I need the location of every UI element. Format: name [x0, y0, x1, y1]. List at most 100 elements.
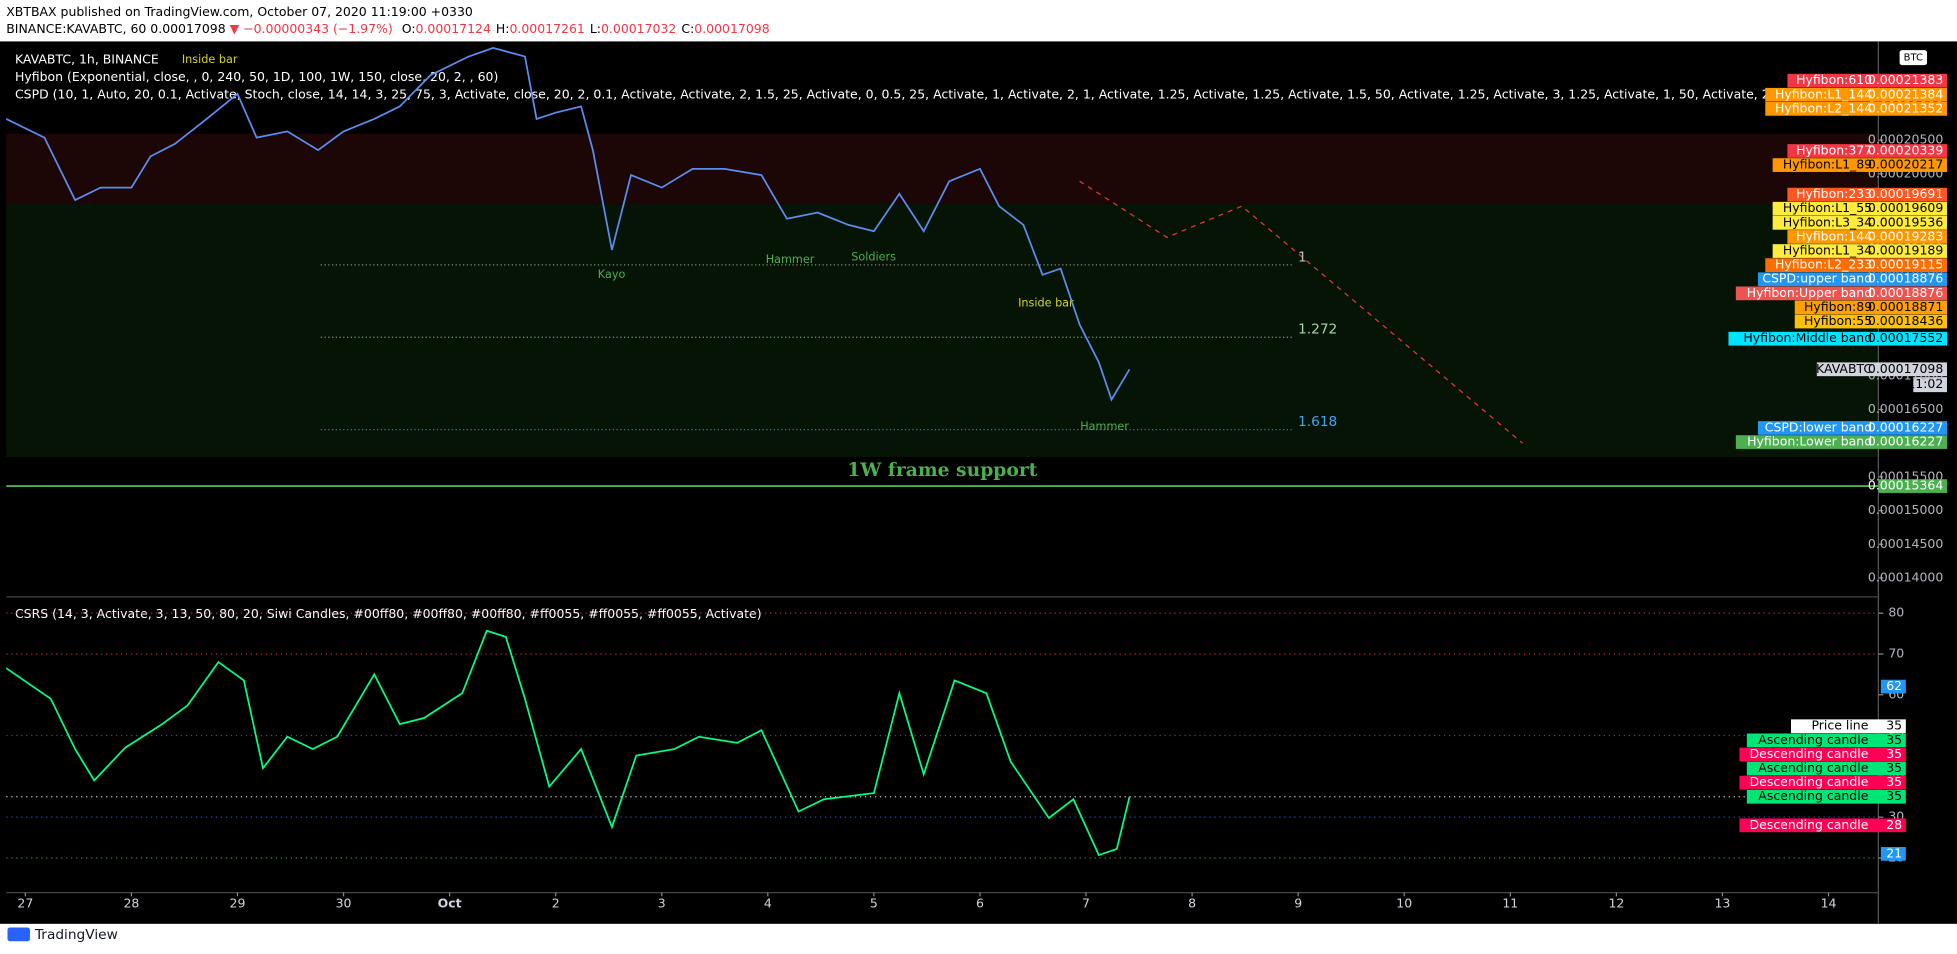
price-tag-name: Hyfibon:233 — [1796, 186, 1872, 201]
price-tag-name: Hyfibon:L2_144 — [1775, 100, 1872, 115]
price-tag-value: 0.00016227 — [1868, 419, 1943, 434]
value-tag — [1746, 733, 1906, 748]
value-tag — [1880, 846, 1906, 861]
zone-green — [6, 203, 1879, 458]
x-tick-label: 6 — [976, 895, 984, 910]
price-tag — [1772, 158, 1948, 172]
support-value: 0.00015364 — [1868, 478, 1943, 493]
value-tag — [1739, 775, 1906, 790]
price-tag-name: Hyfibon:55 — [1804, 313, 1872, 328]
x-tick-label: 10 — [1396, 895, 1412, 910]
x-tick-label: 14 — [1821, 895, 1837, 910]
price-tag — [1735, 435, 1948, 449]
value-tag — [1880, 679, 1906, 694]
price-tag-name: Hyfibon:L1_34 — [1783, 243, 1872, 258]
x-tick-label: Oct — [438, 895, 462, 910]
value-tag-name: Descending candle — [1750, 746, 1869, 761]
price-tag-name: Hyfibon:89 — [1804, 299, 1872, 314]
value-tag-value: 21 — [1886, 845, 1902, 860]
value-tag-name: Descending candle — [1750, 774, 1869, 789]
price-tag-value: 0.00017552 — [1868, 330, 1943, 345]
fib-label: 1.272 — [1298, 322, 1337, 338]
ohlc-value: 0.00017098 — [694, 20, 769, 35]
value-tag — [1746, 761, 1906, 776]
price-tag-name: Hyfibon:L3_34 — [1783, 214, 1872, 229]
x-tick-label: 29 — [230, 895, 246, 910]
price-tag — [1765, 87, 1948, 102]
price-tag-value: 0.00019283 — [1868, 228, 1943, 243]
pattern-label: Inside bar — [182, 53, 238, 66]
x-tick-label: 30 — [336, 895, 352, 910]
x-tick-label: 5 — [870, 895, 878, 910]
zone-red — [6, 133, 1879, 204]
pattern-label: Kayo — [598, 268, 626, 281]
value-tag — [1739, 747, 1906, 762]
value-tag — [1746, 789, 1906, 804]
y-tick-label: 0.00016500 — [1868, 401, 1943, 416]
symbol: BINANCE:KAVABTC, 60 — [6, 20, 146, 35]
price-tag-value: 0.00017098 — [1868, 361, 1943, 376]
price-tag — [1772, 201, 1948, 216]
y-tick-label: 70 — [1888, 645, 1904, 660]
published-line: XBTBAX published on TradingView.com, Oct… — [6, 4, 473, 19]
price-tag — [1757, 272, 1948, 287]
price-tag — [1765, 258, 1948, 273]
fib-label: 1 — [1298, 249, 1307, 265]
price-tag-value: 0.00020339 — [1868, 142, 1943, 157]
value-tag-value: 28 — [1886, 817, 1902, 832]
x-tick-label: 28 — [123, 895, 139, 910]
price-tag-value: 0.00019609 — [1868, 200, 1943, 215]
pattern-label: Soldiers — [851, 250, 896, 263]
price-tag-value: 0.00018871 — [1868, 299, 1943, 314]
value-tag-value: 35 — [1886, 732, 1902, 747]
x-tick-label: 27 — [17, 895, 33, 910]
legend-main: KAVABTC, 1h, BINANCE — [15, 52, 159, 67]
x-tick-label: 12 — [1608, 895, 1624, 910]
price-tag-value: 0.00016227 — [1868, 434, 1943, 449]
fib-label: 1.618 — [1298, 414, 1337, 430]
legend-cspd: CSPD (10, 1, Auto, 20, 0.1, Activate, St… — [15, 87, 1798, 102]
price-tag-value: 0.00021384 — [1868, 86, 1943, 101]
ohlc-value: 0.00017032 — [601, 20, 676, 35]
price-tag — [1787, 144, 1948, 158]
value-tag-name: Descending candle — [1750, 817, 1869, 832]
x-tick-label: 3 — [658, 895, 666, 910]
x-tick-label: 2 — [552, 895, 560, 910]
value-tag-value: 35 — [1886, 718, 1902, 733]
x-tick-label: 8 — [1188, 895, 1196, 910]
price-tag-value: 0.00020217 — [1868, 157, 1943, 172]
price-tag — [1735, 286, 1948, 301]
pattern-label: Hammer — [1080, 420, 1129, 433]
x-tick-label: 7 — [1082, 895, 1090, 910]
y-tick-label: 0.00014500 — [1868, 536, 1943, 551]
price-tag — [1787, 230, 1948, 244]
x-tick-label: 11 — [1502, 895, 1518, 910]
ohlc-key: O: — [402, 20, 416, 35]
price-tag-name: Hyfibon:Middle band — [1743, 330, 1872, 345]
ohlc-value: 0.00017124 — [416, 20, 491, 35]
ohlc-key: L: — [590, 20, 601, 35]
currency: BTC — [1904, 53, 1923, 64]
series-line — [5, 629, 1131, 857]
ohlc-value: 0.00017261 — [509, 20, 584, 35]
value-tag-value: 35 — [1886, 746, 1902, 761]
price-tag-name: Hyfibon:610 — [1796, 72, 1872, 87]
series-line — [5, 46, 1131, 402]
countdown: 11:02 — [1907, 376, 1943, 391]
price-tag — [1728, 331, 1948, 346]
price-tag-name: Hyfibon:144 — [1796, 228, 1872, 243]
brand: TradingView — [34, 927, 118, 943]
projection-path — [1079, 180, 1524, 444]
support-tag — [1878, 479, 1948, 493]
pattern-label: Inside bar — [1018, 297, 1074, 310]
price-tag-name: Hyfibon:L2_233 — [1775, 257, 1872, 272]
price-tag — [1816, 362, 1948, 377]
support-label: 1W frame support — [847, 459, 1038, 481]
change: ▼ −0.00000343 (−1.97%) — [230, 20, 393, 35]
quote-line: BINANCE:KAVABTC, 60 0.00017098 ▼ −0.0000… — [6, 20, 769, 35]
price-tag — [1772, 244, 1948, 258]
price-tag-value: 0.00019189 — [1868, 243, 1943, 258]
price-tag-value: 0.00018876 — [1868, 285, 1943, 300]
